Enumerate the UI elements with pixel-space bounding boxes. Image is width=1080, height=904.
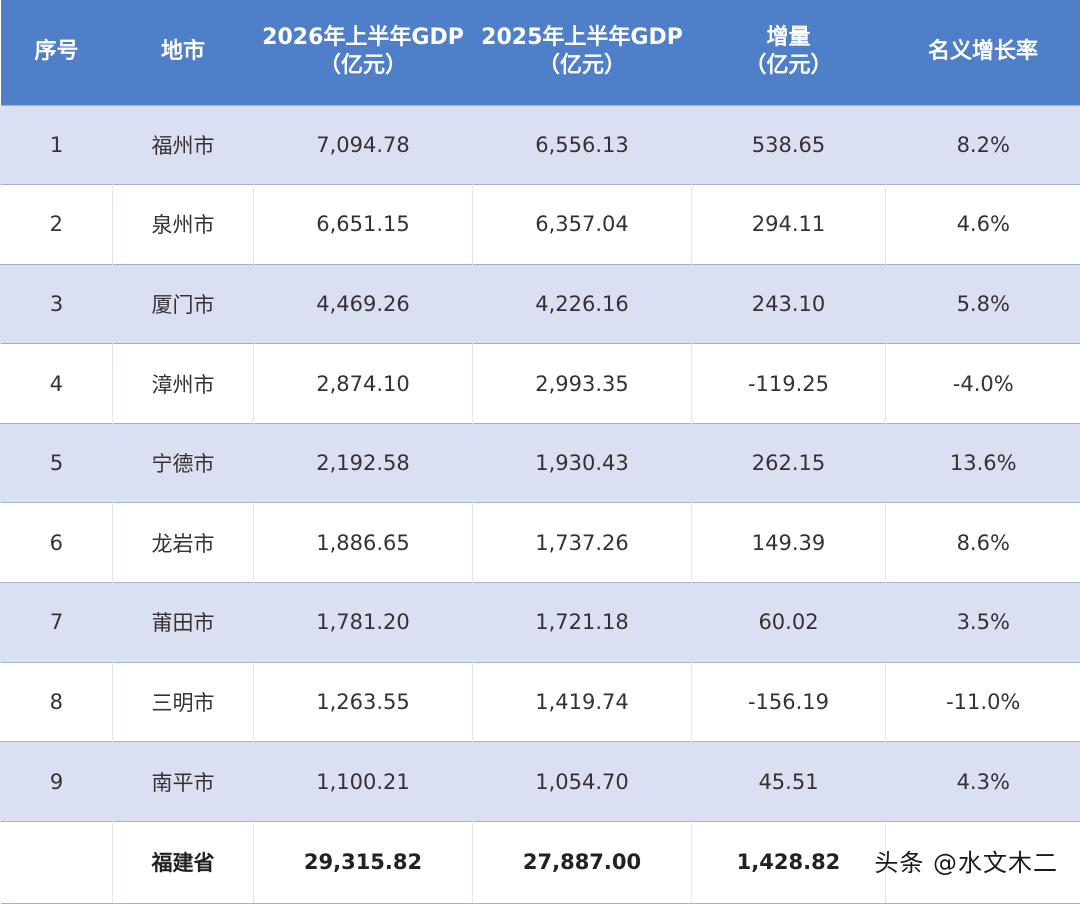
cell-increase: -119.25 bbox=[692, 344, 886, 424]
cell-gdp-2025: 1,930.43 bbox=[473, 423, 692, 503]
cell-growth-rate: 4.6% bbox=[886, 185, 1080, 265]
cell-gdp-2025: 1,721.18 bbox=[473, 583, 692, 663]
cell-gdp-2026: 7,094.78 bbox=[254, 105, 473, 185]
cell-gdp-2025: 1,054.70 bbox=[473, 742, 692, 822]
cell-growth-rate: 8.2% bbox=[886, 105, 1080, 185]
total-cell-increase: 1,428.82 bbox=[692, 821, 886, 903]
cell-gdp-2026: 2,192.58 bbox=[254, 423, 473, 503]
total-cell-city: 福建省 bbox=[113, 821, 254, 903]
cell-growth-rate: 4.3% bbox=[886, 742, 1080, 822]
cell-gdp-2026: 1,886.65 bbox=[254, 503, 473, 583]
cell-gdp-2025: 4,226.16 bbox=[473, 264, 692, 344]
cell-index: 3 bbox=[1, 264, 113, 344]
cell-gdp-2026: 1,100.21 bbox=[254, 742, 473, 822]
cell-increase: -156.19 bbox=[692, 662, 886, 742]
cell-city: 福州市 bbox=[113, 105, 254, 185]
cell-gdp-2026: 2,874.10 bbox=[254, 344, 473, 424]
header-cell-index: 序号 bbox=[1, 0, 113, 105]
header-cell-gdp-2025: 2025年上半年GDP （亿元） bbox=[473, 0, 692, 105]
cell-increase: 243.10 bbox=[692, 264, 886, 344]
total-cell-gdp-2025: 27,887.00 bbox=[473, 821, 692, 903]
cell-index: 5 bbox=[1, 423, 113, 503]
cell-index: 6 bbox=[1, 503, 113, 583]
cell-growth-rate: 5.8% bbox=[886, 264, 1080, 344]
cell-growth-rate: -11.0% bbox=[886, 662, 1080, 742]
table-header: 序号 地市 2026年上半年GDP （亿元） 2025年上半年GDP （亿元） … bbox=[1, 0, 1080, 105]
cell-index: 9 bbox=[1, 742, 113, 822]
cell-index: 4 bbox=[1, 344, 113, 424]
cell-city: 泉州市 bbox=[113, 185, 254, 265]
cell-city: 三明市 bbox=[113, 662, 254, 742]
cell-increase: 149.39 bbox=[692, 503, 886, 583]
cell-city: 宁德市 bbox=[113, 423, 254, 503]
cell-gdp-2025: 6,556.13 bbox=[473, 105, 692, 185]
cell-city: 龙岩市 bbox=[113, 503, 254, 583]
header-cell-increase: 增量 （亿元） bbox=[692, 0, 886, 105]
header-cell-city: 地市 bbox=[113, 0, 254, 105]
cell-increase: 262.15 bbox=[692, 423, 886, 503]
cell-index: 2 bbox=[1, 185, 113, 265]
cell-gdp-2025: 1,419.74 bbox=[473, 662, 692, 742]
cell-city: 南平市 bbox=[113, 742, 254, 822]
cell-growth-rate: 13.6% bbox=[886, 423, 1080, 503]
cell-gdp-2025: 1,737.26 bbox=[473, 503, 692, 583]
cell-growth-rate: -4.0% bbox=[886, 344, 1080, 424]
cell-index: 8 bbox=[1, 662, 113, 742]
cell-city: 漳州市 bbox=[113, 344, 254, 424]
header-row: 序号 地市 2026年上半年GDP （亿元） 2025年上半年GDP （亿元） … bbox=[1, 0, 1080, 105]
cell-city: 莆田市 bbox=[113, 583, 254, 663]
cell-index: 7 bbox=[1, 583, 113, 663]
cell-index: 1 bbox=[1, 105, 113, 185]
total-cell-gdp-2026: 29,315.82 bbox=[254, 821, 473, 903]
cell-growth-rate: 8.6% bbox=[886, 503, 1080, 583]
cell-increase: 45.51 bbox=[692, 742, 886, 822]
cell-growth-rate: 3.5% bbox=[886, 583, 1080, 663]
header-cell-growth-rate: 名义增长率 bbox=[886, 0, 1080, 105]
cell-gdp-2026: 1,263.55 bbox=[254, 662, 473, 742]
header-cell-gdp-2026: 2026年上半年GDP （亿元） bbox=[254, 0, 473, 105]
cell-city: 厦门市 bbox=[113, 264, 254, 344]
cell-gdp-2025: 6,357.04 bbox=[473, 185, 692, 265]
cell-gdp-2025: 2,993.35 bbox=[473, 344, 692, 424]
cell-increase: 294.11 bbox=[692, 185, 886, 265]
cell-increase: 538.65 bbox=[692, 105, 886, 185]
cell-gdp-2026: 1,781.20 bbox=[254, 583, 473, 663]
total-cell-index bbox=[1, 821, 113, 903]
cell-gdp-2026: 4,469.26 bbox=[254, 264, 473, 344]
watermark: 头条 @水文木二 bbox=[874, 843, 1058, 878]
cell-gdp-2026: 6,651.15 bbox=[254, 185, 473, 265]
cell-increase: 60.02 bbox=[692, 583, 886, 663]
